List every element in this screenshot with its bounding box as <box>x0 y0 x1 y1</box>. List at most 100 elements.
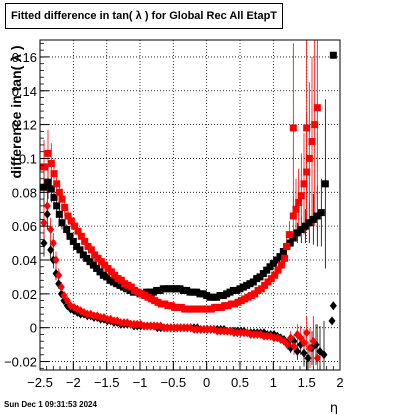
data-point <box>43 209 51 219</box>
data-point <box>57 282 65 292</box>
x-tick-label: 2 <box>336 375 343 390</box>
data-point <box>276 253 284 261</box>
data-point <box>283 242 291 250</box>
data-point <box>40 238 48 248</box>
data-point <box>53 202 61 210</box>
y-axis-label: difference in tan( λ ) <box>8 45 24 178</box>
data-point <box>47 160 55 168</box>
data-point <box>313 104 321 112</box>
plot-frame <box>39 39 341 371</box>
data-point <box>301 222 309 230</box>
data-point <box>87 246 95 254</box>
data-point <box>293 229 301 237</box>
x-axis-label: η <box>330 401 338 414</box>
grid-lines <box>40 40 340 370</box>
y-tick-label: 0.14 <box>12 84 37 99</box>
data-point <box>44 149 52 157</box>
data-point <box>274 266 282 274</box>
data-point <box>69 237 77 245</box>
data-point <box>71 222 79 230</box>
data-point <box>285 231 293 239</box>
data-point <box>81 237 89 245</box>
x-tick-label: −1.5 <box>94 375 120 390</box>
data-point <box>305 219 313 227</box>
data-point <box>317 209 325 217</box>
data-point <box>64 212 72 220</box>
data-point <box>289 212 297 220</box>
data-point <box>44 178 52 186</box>
data-point <box>61 204 69 212</box>
data-point <box>76 246 84 254</box>
data-point <box>303 328 311 338</box>
data-point <box>329 51 337 59</box>
data-point <box>53 180 61 188</box>
data-point <box>50 193 58 201</box>
x-tick-label: 0 <box>203 375 210 390</box>
y-tick-label: 0.12 <box>12 118 37 133</box>
data-point <box>304 353 312 363</box>
data-point <box>313 353 321 363</box>
data-point <box>77 232 85 240</box>
data-point <box>297 226 305 234</box>
data-point <box>40 218 48 228</box>
data-point <box>289 124 297 132</box>
data-point <box>313 212 321 220</box>
data-point <box>300 180 308 188</box>
y-tick-label: 0.08 <box>12 185 37 200</box>
data-point <box>55 188 63 196</box>
data-point <box>52 255 60 265</box>
data-point <box>320 350 328 360</box>
x-tick-label: −1 <box>133 375 148 390</box>
y-tick-label: 0.04 <box>12 253 37 268</box>
data-point <box>297 333 305 343</box>
timestamp: Sun Dec 1 09:31:53 2024 <box>4 400 97 409</box>
data-point <box>271 271 279 279</box>
data-point <box>279 248 287 256</box>
data-point <box>293 346 301 356</box>
data-point <box>281 254 289 262</box>
x-tick-label: −2.5 <box>27 375 53 390</box>
x-tick-label: 0.5 <box>231 375 249 390</box>
data-point <box>40 163 48 171</box>
data-point <box>55 270 63 280</box>
data-point <box>300 348 308 358</box>
y-tick-label: 0.06 <box>12 219 37 234</box>
y-tick-label: 0 <box>30 321 37 336</box>
data-point <box>63 226 71 234</box>
data-point <box>329 301 337 311</box>
data-point <box>295 198 303 206</box>
y-tick-label: −0.02 <box>4 355 37 370</box>
x-tick-label: 1.5 <box>298 375 316 390</box>
data-point <box>58 195 66 203</box>
data-point <box>308 138 316 146</box>
data-point <box>309 215 317 223</box>
data-markers <box>40 51 337 363</box>
data-point <box>303 124 311 132</box>
data-point <box>283 340 291 350</box>
data-point <box>57 289 65 299</box>
y-tick-label: 0.16 <box>12 50 37 65</box>
data-point <box>63 296 71 306</box>
data-point <box>67 217 75 225</box>
data-point <box>43 201 51 211</box>
data-point <box>47 185 55 193</box>
data-point <box>305 154 313 162</box>
data-point <box>303 168 311 176</box>
data-point <box>40 183 48 191</box>
data-point <box>289 234 297 242</box>
x-tick-label: −0.5 <box>160 375 186 390</box>
x-tick-label: −2 <box>66 375 81 390</box>
data-point <box>74 227 82 235</box>
data-point <box>311 121 319 129</box>
data-point <box>292 205 300 213</box>
data-point <box>55 210 63 218</box>
axes: −2.5 −2 −1.5 −1 −0.5 0 0.5 1 1.5 2 −0.02 0 0.02 0.04 0… <box>4 39 344 390</box>
data-point <box>49 238 57 248</box>
y-tick-label: 0.1 <box>19 151 37 166</box>
y-tick-label: 0.02 <box>12 287 37 302</box>
data-point <box>297 192 305 200</box>
data-point <box>277 261 285 269</box>
data-point <box>47 245 55 255</box>
data-point <box>47 225 55 235</box>
